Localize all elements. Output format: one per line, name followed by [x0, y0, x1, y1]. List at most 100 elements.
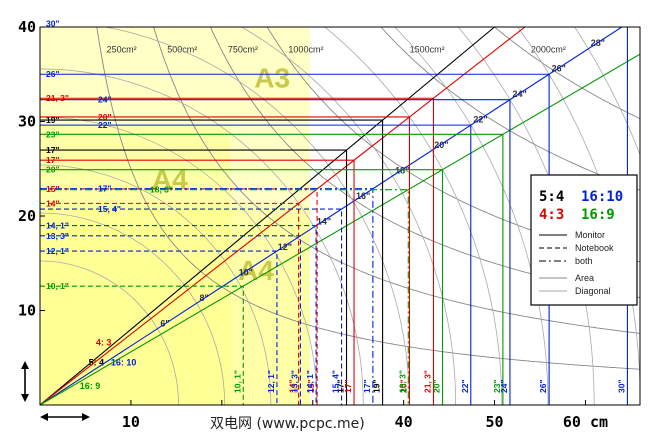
diag-label-7: 20" [434, 140, 448, 150]
screen-xlabel-8: 13, 3" [289, 370, 299, 393]
screen-rect-0 [40, 149, 348, 405]
screen-xlabel-3: 14" [288, 380, 298, 394]
diag-label-5: 16" [356, 191, 370, 201]
ratio-label-1: 4: 3 [96, 337, 112, 347]
y-arrow-up-icon [21, 361, 29, 369]
diag-label-4: 14" [317, 216, 331, 226]
screen-xlabel-18: 20" [432, 380, 442, 394]
screen-ylabel-0: 17" [46, 145, 60, 155]
legend: 5:4 16:10 4:3 16:9 Monitor Notebook both Area Di… [530, 174, 638, 306]
y-tick-label-1: 20 [18, 207, 36, 225]
screen-ylabel-15: 30" [46, 18, 60, 28]
area-label-2: 750cm² [228, 45, 258, 55]
ratio-line-0 [40, 27, 495, 405]
screen-rect-7 [40, 250, 278, 405]
legend-ratio-3: 16:9 [581, 207, 615, 223]
legend-type-0: Monitor [575, 230, 605, 240]
screen-rect-19 [40, 133, 504, 405]
screen-ylabel-8: 13, 3" [46, 231, 69, 241]
screen-xlabel-6: 21, 3" [422, 370, 432, 393]
diag-arc-5 [103, 27, 410, 405]
screen-ylabel-1: 19" [46, 115, 60, 125]
area-label-1: 500cm² [167, 45, 197, 55]
legend-ratio-0: 5:4 [539, 189, 564, 205]
screen-rect-18 [40, 169, 444, 405]
area-label-5: 2000cm² [531, 45, 566, 55]
diag-arc-0 [40, 260, 179, 405]
screen-ylabel-3: 14" [46, 198, 60, 208]
x-tick-label-0: 10 [122, 413, 140, 431]
screen-ylabel-10: 15, 4" [98, 204, 121, 214]
screen-xlabel-16: 10, 1" [232, 370, 242, 393]
screen-rect-8 [40, 235, 301, 405]
screen-ylabel-11: 17" [98, 184, 112, 194]
screen-ylabel-14: 26" [46, 69, 60, 79]
axis-arrows [21, 361, 90, 421]
x-tick-label-4: 50 [486, 413, 504, 431]
ratio-line-2 [40, 27, 623, 405]
ratio-label-2: 16: 10 [111, 357, 137, 367]
screen-rect-1 [40, 119, 384, 405]
screen-xlabel-1: 19" [372, 380, 382, 394]
screen-labels: 17"17"19"19"15"15"14"14"17"17"20"20"21, … [46, 18, 626, 393]
x-arrow-left-icon [40, 413, 48, 421]
legend-type-2: both [575, 256, 593, 266]
screen-rect-5 [40, 116, 411, 405]
ratio-label-0: 5: 4 [89, 357, 105, 367]
paper-rect-1 [40, 27, 310, 405]
area-label-0: 250cm² [107, 45, 137, 55]
diag-label-2: 10" [239, 267, 253, 277]
screen-ylabel-17: 18, 3" [150, 185, 173, 195]
screen-rect-16 [40, 285, 244, 405]
legend-type-1: Notebook [575, 243, 614, 253]
screen-rect-17 [40, 189, 409, 405]
diag-label-3: 12" [278, 242, 292, 252]
paper-label-2: A4 [238, 255, 274, 286]
y-tick-label-2: 30 [18, 113, 36, 131]
screen-ylabel-2: 15" [46, 184, 60, 194]
area-curve-1 [153, 27, 640, 334]
diag-label-6: 18" [395, 165, 409, 175]
area-label-4: 1500cm² [410, 45, 445, 55]
diag-arc-1 [40, 212, 226, 405]
legend-curve-1: Diagonal [575, 286, 611, 296]
x-tick-label-3: 40 [395, 413, 413, 431]
screen-rect-11 [40, 188, 374, 405]
x-tick-label-5: 60 cm [563, 413, 608, 431]
legend-ratio-1: 16:10 [581, 189, 623, 205]
screen-rect-10 [40, 208, 343, 405]
area-curve-4 [380, 27, 640, 191]
y-tick-label-3: 40 [18, 18, 36, 36]
screen-rect-12 [40, 124, 472, 405]
screen-ylabel-12: 22" [98, 120, 112, 130]
screen-xlabel-0: 17" [336, 380, 346, 394]
y-tick-label-0: 10 [18, 302, 36, 320]
legend-box [530, 174, 638, 306]
screen-xlabel-14: 26" [538, 380, 548, 394]
legend-curve-0: Area [575, 273, 594, 283]
screen-ylabel-7: 12, 1" [46, 246, 69, 256]
area-label-3: 1000cm² [288, 45, 323, 55]
screen-ylabel-19: 23" [46, 129, 60, 139]
y-arrow-down-icon [21, 394, 29, 402]
screen-xlabel-4: 17" [343, 380, 353, 394]
screen-ylabel-13: 24" [98, 95, 112, 105]
screen-xlabel-2: 15" [306, 380, 316, 394]
screen-ylabel-6: 21, 3" [46, 93, 69, 103]
area-curve-5 [494, 27, 640, 120]
screen-rect-6 [40, 97, 435, 405]
screen-rect-13 [40, 99, 511, 405]
screen-rect-9 [40, 225, 317, 405]
screen-ylabel-4: 17" [46, 155, 60, 165]
screen-ylabel-5: 20" [98, 112, 112, 122]
ratio-line-1 [40, 27, 526, 405]
screen-xlabel-17: 18, 3" [397, 370, 407, 393]
screen-xlabel-9: 14, 1" [305, 370, 315, 393]
screen-xlabel-12: 22" [460, 380, 470, 394]
diag-arc-3 [40, 116, 318, 405]
watermark: 双电网 (www.pcpc.me) [210, 416, 365, 432]
screen-rect-3 [40, 202, 300, 405]
x-arrow-right-icon [82, 413, 90, 421]
ratio-line-3 [40, 53, 640, 405]
